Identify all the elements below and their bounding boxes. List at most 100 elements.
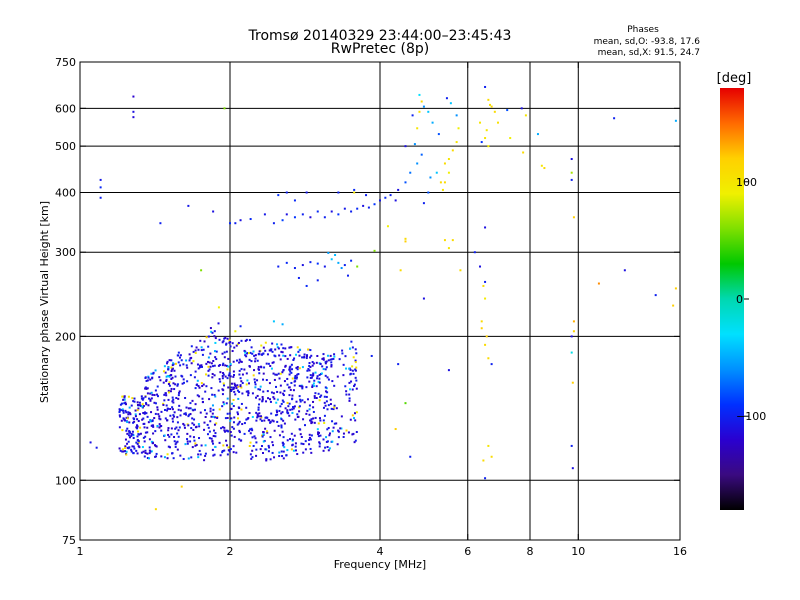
data-point xyxy=(297,350,300,353)
data-point xyxy=(197,348,200,351)
data-point xyxy=(211,404,214,407)
data-point xyxy=(300,435,303,438)
data-point xyxy=(136,430,139,433)
data-point xyxy=(309,376,312,379)
data-point xyxy=(118,447,121,450)
data-point xyxy=(227,374,230,377)
data-point xyxy=(316,354,319,357)
data-point xyxy=(198,386,201,389)
data-point xyxy=(362,204,365,207)
data-point xyxy=(165,394,168,397)
data-point xyxy=(137,440,140,443)
data-point xyxy=(323,265,326,268)
data-point xyxy=(304,448,307,451)
data-point xyxy=(248,339,251,342)
data-point xyxy=(131,430,134,433)
data-point xyxy=(145,412,148,415)
data-point xyxy=(351,365,354,368)
data-point xyxy=(205,373,208,376)
data-point xyxy=(257,406,260,409)
data-point xyxy=(169,446,172,449)
phase-stat-x: mean, sd,X: 91.5, 24.7 xyxy=(598,48,700,58)
data-point xyxy=(167,433,170,436)
data-point xyxy=(260,344,263,347)
data-point xyxy=(572,330,575,333)
data-point xyxy=(282,354,285,357)
data-point xyxy=(197,385,200,388)
data-point xyxy=(379,199,381,202)
data-point xyxy=(135,426,138,429)
data-point xyxy=(121,450,124,453)
data-point xyxy=(194,370,197,373)
data-point xyxy=(192,360,195,363)
data-point xyxy=(266,416,269,419)
data-point xyxy=(354,419,357,422)
data-point xyxy=(229,363,232,366)
data-point xyxy=(200,364,203,367)
data-point xyxy=(170,433,173,436)
data-point xyxy=(141,403,144,406)
data-point xyxy=(155,452,158,455)
data-point xyxy=(312,374,315,377)
data-point xyxy=(176,448,179,451)
data-point xyxy=(265,362,268,365)
data-point xyxy=(126,427,129,430)
data-point xyxy=(299,398,302,401)
data-point xyxy=(439,181,442,184)
data-point xyxy=(570,335,573,338)
data-point xyxy=(221,451,224,454)
data-point xyxy=(308,362,311,365)
data-point xyxy=(131,397,134,400)
data-point xyxy=(122,450,125,453)
data-point xyxy=(324,446,327,449)
data-point xyxy=(262,378,265,381)
x-tick-label: 6 xyxy=(464,545,471,558)
data-point xyxy=(302,418,305,421)
data-point xyxy=(293,380,296,383)
x-tick-label: 1 xyxy=(77,545,84,558)
data-point xyxy=(233,382,236,385)
data-point xyxy=(134,413,137,416)
data-point xyxy=(194,351,197,354)
data-point xyxy=(211,376,214,379)
data-point xyxy=(284,365,287,368)
data-point xyxy=(336,375,339,378)
data-point xyxy=(146,392,149,395)
data-point xyxy=(324,362,327,365)
data-point xyxy=(215,350,218,353)
data-point xyxy=(213,453,216,456)
data-point xyxy=(137,445,140,448)
phase-stat-o: mean, sd,O: -93.8, 17.6 xyxy=(594,37,701,47)
data-point xyxy=(132,445,135,448)
data-point xyxy=(243,432,246,435)
data-point xyxy=(270,391,273,394)
data-point xyxy=(172,382,175,385)
data-point xyxy=(234,330,237,333)
data-point xyxy=(126,417,129,420)
data-point xyxy=(309,374,312,377)
data-point xyxy=(420,100,423,103)
data-point xyxy=(229,375,232,378)
data-point xyxy=(270,348,273,351)
data-point xyxy=(327,251,330,254)
data-point xyxy=(122,409,125,412)
data-point xyxy=(490,105,493,108)
data-point xyxy=(157,395,160,398)
data-point xyxy=(237,341,240,344)
data-point xyxy=(160,455,163,458)
data-point xyxy=(282,400,285,403)
colorbar-bar xyxy=(720,88,744,510)
data-point xyxy=(268,349,271,352)
data-point xyxy=(271,342,274,345)
data-point xyxy=(193,418,196,421)
data-point xyxy=(228,412,231,415)
data-point xyxy=(262,390,265,393)
data-point xyxy=(447,171,450,174)
data-point xyxy=(162,370,165,373)
data-point xyxy=(204,409,207,412)
data-point xyxy=(349,373,352,376)
data-point xyxy=(322,419,325,422)
data-point xyxy=(214,395,217,398)
data-point xyxy=(179,354,182,357)
data-point xyxy=(187,424,190,427)
